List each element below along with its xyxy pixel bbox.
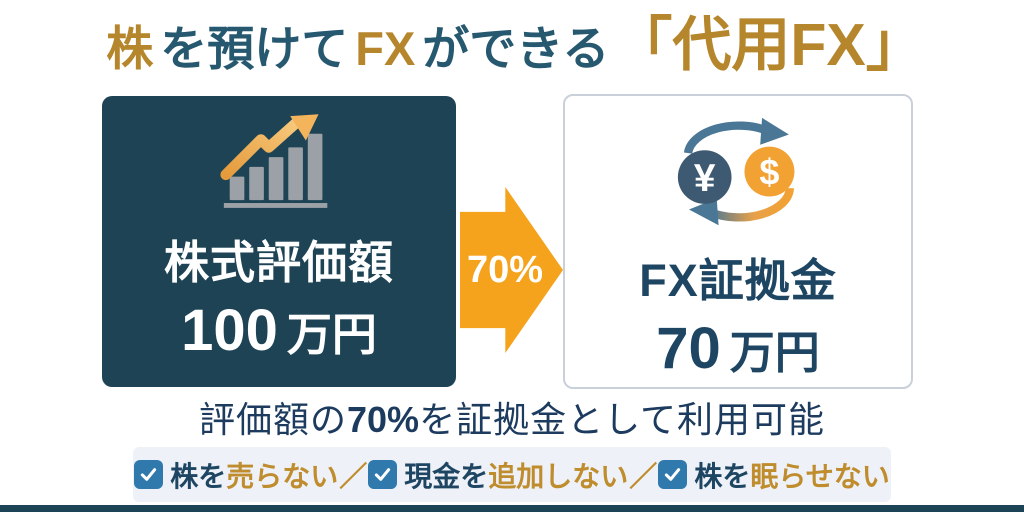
dollar-symbol: $: [759, 151, 779, 192]
page-title: 株を預けて FX ができる「代用FX」: [0, 10, 1024, 81]
benefit-prefix: 株を: [694, 460, 751, 492]
rising-bar-chart-icon: [218, 114, 340, 212]
title-fx-word: FX: [355, 22, 416, 75]
benefit-highlight: 売らない: [226, 460, 339, 492]
benefit-item-no-idle-stock: 株を 眠らせない: [658, 455, 890, 495]
title-deposit-phrase: を預けて: [160, 22, 349, 75]
benefit-separator: ／: [339, 460, 368, 492]
fx-card-amount: 70 万円: [656, 320, 820, 378]
subtitle-after: を証拠金として利用可能: [419, 399, 825, 440]
checkbox-checked-icon: [658, 460, 688, 489]
conversion-rate-label: 70%: [466, 248, 544, 291]
benefit-item-no-extra-cash: 現金を 追加しない: [368, 455, 628, 495]
benefit-highlight: 眠らせない: [750, 460, 890, 492]
stock-amount-number: 100: [181, 298, 278, 363]
subtitle-before: 評価額の: [199, 399, 348, 440]
fx-amount-number: 70: [656, 316, 721, 381]
currency-exchange-icon: ¥ $: [664, 114, 812, 230]
subtitle: 評価額の70%を証拠金として利用可能: [0, 398, 1024, 441]
footer-accent-line: [0, 505, 1024, 512]
benefit-item-no-selling: 株を 売らない: [134, 455, 338, 495]
benefit-separator: ／: [629, 460, 658, 492]
conversion-arrow: 70%: [460, 187, 563, 353]
stock-value-card: 株式評価額 100 万円: [102, 96, 456, 387]
yen-symbol: ¥: [694, 157, 716, 200]
checkbox-checked-icon: [368, 460, 398, 489]
fx-margin-card: ¥ $ FX証拠金 70 万円: [563, 94, 913, 389]
title-stock-word: 株: [106, 22, 154, 75]
fx-amount-unit: 万円: [729, 327, 820, 378]
title-cando-phrase: ができる: [422, 22, 610, 75]
stock-amount-unit: 万円: [286, 309, 377, 360]
benefit-highlight: 追加しない: [488, 460, 629, 492]
benefit-prefix: 現金を: [404, 460, 489, 492]
benefits-bar: 株を 売らない ／ 現金を 追加しない ／ 株を 眠らせない: [133, 447, 891, 502]
subtitle-percent: 70%: [347, 399, 420, 440]
fx-card-label: FX証拠金: [639, 255, 837, 306]
stock-card-amount: 100 万円: [181, 302, 377, 360]
benefit-prefix: 株を: [170, 460, 227, 492]
checkbox-checked-icon: [134, 460, 164, 489]
stock-card-label: 株式評価額: [163, 237, 394, 288]
title-product-name: 「代用FX」: [613, 12, 925, 78]
